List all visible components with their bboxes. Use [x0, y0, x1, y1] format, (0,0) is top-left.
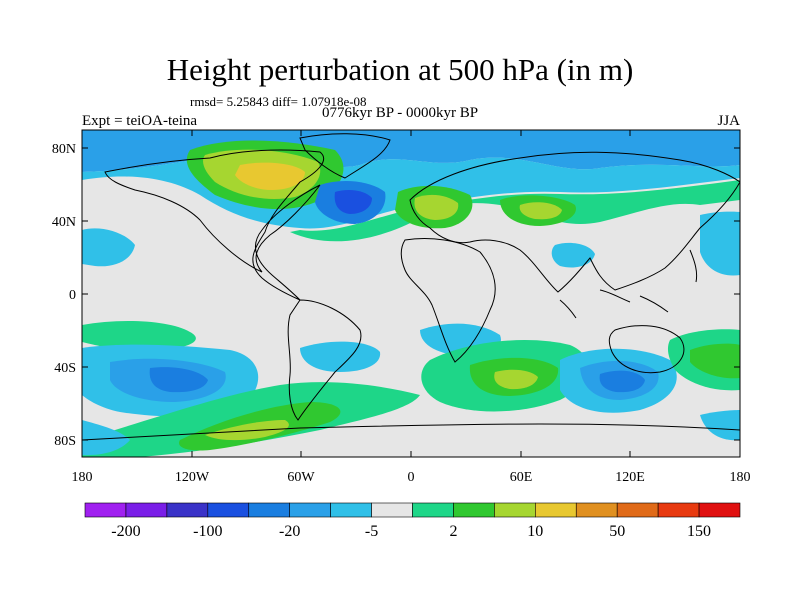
- colorbar-swatch: [412, 502, 454, 518]
- coastline-greenland: [299, 133, 391, 179]
- lat-label-80n: 80N: [52, 142, 76, 157]
- coastline-australia: [608, 325, 685, 374]
- colorbar-swatch: [125, 502, 168, 518]
- lon-label-120e: 120E: [615, 470, 645, 485]
- colorbar-swatch: [330, 502, 372, 518]
- period-label: 0776kyr BP - 0000kyr BP: [322, 105, 479, 121]
- colorbar-swatch: [453, 502, 495, 518]
- lat-label-0: 0: [69, 288, 76, 303]
- colorbar-swatch: [166, 502, 209, 518]
- colorbar-swatch: [207, 502, 250, 518]
- colorbar: [84, 502, 741, 518]
- lon-label-180w: 180: [72, 470, 93, 485]
- lon-label-180e: 180: [730, 470, 751, 485]
- coastline-north-america: [104, 149, 325, 301]
- lon-label-0: 0: [408, 470, 415, 485]
- colorbar-swatch: [84, 502, 127, 518]
- colorbar-swatch: [616, 502, 659, 518]
- colorbar-swatch: [248, 502, 290, 518]
- coastline-eurasia: [409, 151, 740, 293]
- colorbar-label: 2: [449, 523, 457, 540]
- coastline-south-america: [287, 299, 362, 421]
- lon-label-60e: 60E: [510, 470, 533, 485]
- colorbar-swatch: [535, 502, 577, 518]
- colorbar-labels: -200 -100 -20 -5 2 10 50 150: [111, 523, 711, 540]
- lat-label-80s: 80S: [54, 434, 76, 449]
- coastline-africa: [400, 238, 496, 363]
- colorbar-label: -20: [279, 523, 300, 540]
- lat-label-40s: 40S: [54, 361, 76, 376]
- lat-label-40n: 40N: [52, 215, 76, 230]
- colorbar-label: -5: [365, 523, 378, 540]
- coastline-antarctica: [82, 423, 740, 441]
- colorbar-swatch: [698, 502, 741, 518]
- colorbar-label: 10: [527, 523, 543, 540]
- lon-label-60w: 60W: [287, 470, 315, 485]
- colorbar-label: -200: [111, 523, 140, 540]
- lon-labels: 180 120W 60W 0 60E 120E 180: [72, 470, 751, 485]
- colorbar-label: 50: [609, 523, 625, 540]
- colorbar-label: -100: [193, 523, 222, 540]
- colorbar-swatch: [371, 502, 413, 518]
- lat-labels: 80N 40N 0 40S 80S: [52, 142, 76, 449]
- season-label: JJA: [717, 113, 740, 129]
- lon-ticks: [81, 130, 741, 457]
- coastlines: [82, 133, 740, 441]
- contour-field: [82, 130, 740, 457]
- lon-label-120w: 120W: [175, 470, 210, 485]
- stats-line: rmsd= 5.25843 diff= 1.07918e-08: [190, 94, 367, 109]
- colorbar-swatch: [575, 502, 618, 518]
- colorbar-swatch: [494, 502, 536, 518]
- lat-ticks: [82, 147, 740, 441]
- map-title: Height perturbation at 500 hPa (in m): [166, 52, 634, 87]
- colorbar-swatch: [657, 502, 700, 518]
- coastline-islands: [559, 249, 698, 319]
- experiment-label: Expt = teiOA-teina: [82, 113, 198, 129]
- colorbar-label: 150: [687, 523, 711, 540]
- colorbar-swatch: [289, 502, 331, 518]
